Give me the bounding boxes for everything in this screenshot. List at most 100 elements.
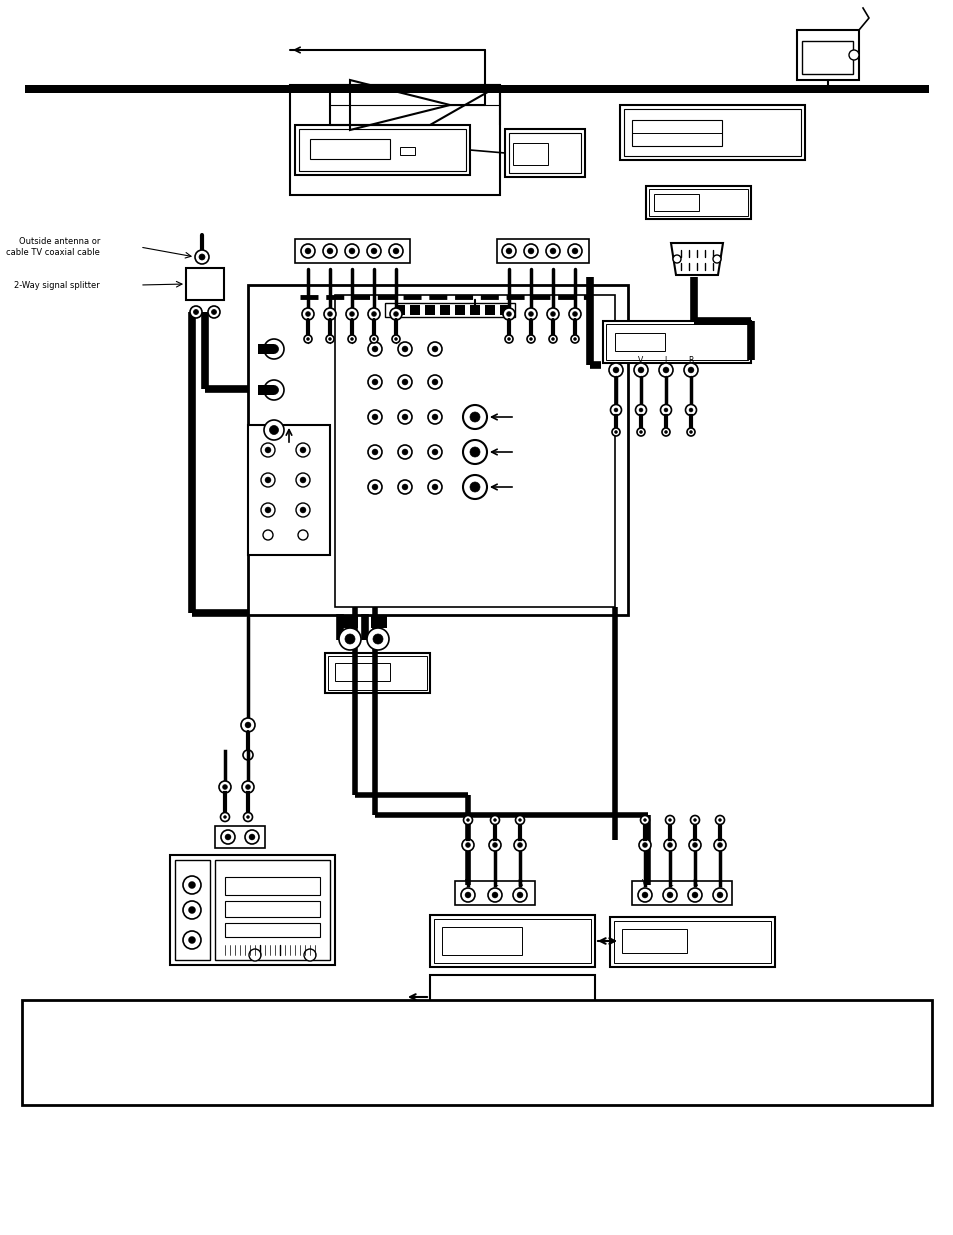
- Circle shape: [687, 367, 693, 373]
- Bar: [424, 305, 435, 315]
- Circle shape: [428, 445, 441, 459]
- Bar: [430, 915, 595, 967]
- Circle shape: [299, 447, 306, 453]
- Circle shape: [246, 815, 250, 819]
- Circle shape: [638, 367, 643, 373]
- Text: R: R: [692, 879, 697, 888]
- Circle shape: [265, 447, 271, 453]
- Circle shape: [634, 363, 647, 377]
- Bar: [310, 140, 390, 159]
- Circle shape: [432, 379, 437, 385]
- Bar: [499, 305, 510, 315]
- Bar: [385, 303, 515, 317]
- Circle shape: [662, 888, 677, 902]
- Circle shape: [572, 311, 577, 316]
- Circle shape: [397, 375, 412, 389]
- Circle shape: [350, 337, 354, 341]
- Circle shape: [242, 781, 253, 793]
- Circle shape: [460, 888, 475, 902]
- Circle shape: [517, 842, 522, 847]
- Circle shape: [661, 429, 669, 436]
- Circle shape: [367, 629, 389, 650]
- Circle shape: [245, 722, 251, 727]
- Circle shape: [641, 842, 647, 847]
- Circle shape: [194, 249, 209, 264]
- Circle shape: [465, 842, 470, 847]
- Circle shape: [295, 443, 310, 457]
- Circle shape: [470, 412, 479, 422]
- Circle shape: [688, 408, 692, 412]
- Circle shape: [683, 363, 698, 377]
- Bar: [170, 855, 335, 965]
- Bar: [257, 345, 274, 354]
- Bar: [248, 285, 627, 615]
- Circle shape: [712, 254, 720, 263]
- Circle shape: [545, 245, 559, 258]
- Circle shape: [689, 431, 692, 433]
- Circle shape: [269, 426, 278, 435]
- Circle shape: [372, 379, 377, 385]
- Circle shape: [550, 311, 555, 316]
- Circle shape: [639, 408, 642, 412]
- Bar: [399, 147, 415, 156]
- Circle shape: [225, 834, 231, 840]
- Circle shape: [189, 906, 195, 914]
- Circle shape: [327, 248, 333, 254]
- Circle shape: [306, 337, 309, 341]
- Circle shape: [372, 337, 375, 341]
- Circle shape: [324, 308, 335, 320]
- Circle shape: [551, 337, 554, 341]
- Circle shape: [389, 245, 402, 258]
- Circle shape: [261, 443, 274, 457]
- Circle shape: [393, 311, 398, 316]
- Text: L: L: [663, 356, 667, 364]
- Text: V: V: [641, 879, 647, 888]
- Text: L: L: [667, 879, 672, 888]
- Bar: [509, 133, 580, 173]
- Circle shape: [548, 335, 557, 343]
- Circle shape: [299, 477, 306, 483]
- Circle shape: [572, 248, 578, 254]
- Circle shape: [462, 475, 486, 499]
- Circle shape: [493, 819, 496, 821]
- Bar: [796, 30, 858, 80]
- Circle shape: [326, 335, 334, 343]
- Circle shape: [613, 367, 618, 373]
- Bar: [605, 324, 747, 359]
- Bar: [645, 186, 750, 219]
- Circle shape: [432, 346, 437, 352]
- Circle shape: [432, 484, 437, 490]
- Circle shape: [327, 311, 333, 316]
- Circle shape: [573, 337, 576, 341]
- Circle shape: [490, 815, 499, 825]
- Circle shape: [643, 819, 646, 821]
- Circle shape: [243, 813, 253, 821]
- Circle shape: [610, 405, 620, 415]
- Bar: [513, 143, 547, 165]
- Circle shape: [470, 482, 479, 492]
- Bar: [410, 305, 419, 315]
- Circle shape: [367, 245, 380, 258]
- Circle shape: [568, 308, 580, 320]
- Circle shape: [662, 367, 668, 373]
- Circle shape: [663, 408, 667, 412]
- Bar: [335, 295, 615, 606]
- Circle shape: [346, 308, 357, 320]
- Bar: [439, 305, 450, 315]
- Circle shape: [368, 308, 379, 320]
- Bar: [623, 109, 801, 156]
- Circle shape: [371, 248, 376, 254]
- Circle shape: [401, 379, 408, 385]
- Circle shape: [397, 480, 412, 494]
- Bar: [504, 128, 584, 177]
- Circle shape: [526, 335, 535, 343]
- Circle shape: [219, 781, 231, 793]
- Circle shape: [463, 815, 472, 825]
- Circle shape: [208, 306, 220, 317]
- Circle shape: [518, 819, 521, 821]
- Circle shape: [189, 882, 195, 888]
- Circle shape: [243, 750, 253, 760]
- Circle shape: [323, 245, 336, 258]
- Bar: [341, 616, 357, 629]
- Bar: [248, 425, 330, 555]
